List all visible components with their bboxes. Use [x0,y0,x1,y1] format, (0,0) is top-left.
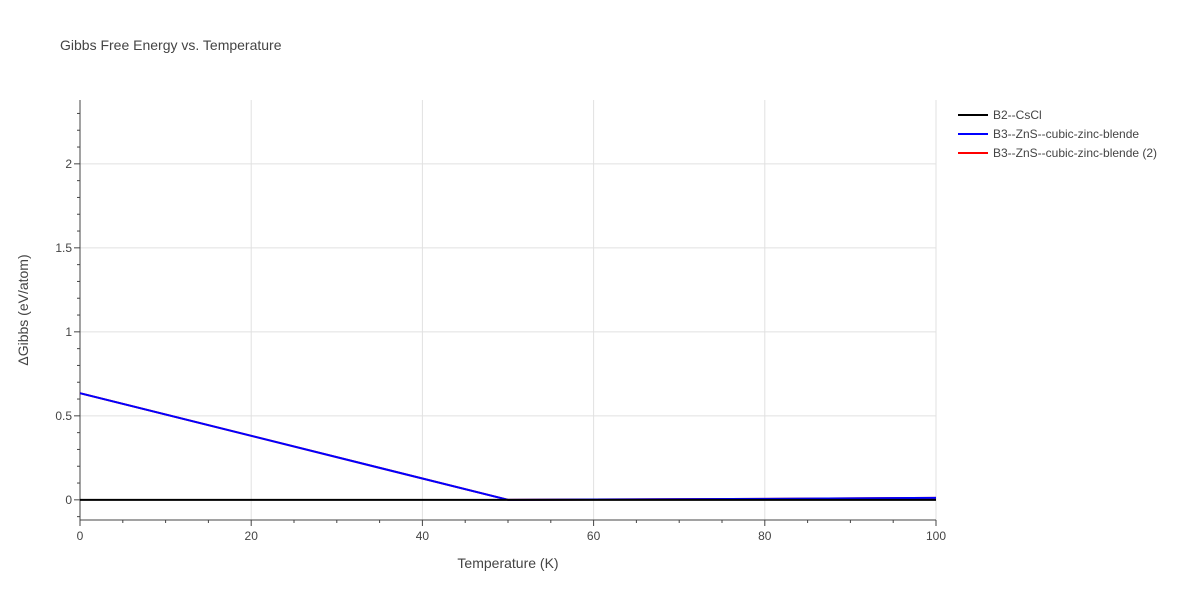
x-tick-label: 80 [758,529,772,543]
x-tick-label: 40 [416,529,430,543]
legend-item[interactable]: B3--ZnS--cubic-zinc-blende [958,127,1139,141]
x-tick-label: 60 [587,529,601,543]
y-axis-title: ΔGibbs (eV/atom) [15,254,31,365]
chart-title: Gibbs Free Energy vs. Temperature [60,37,282,53]
y-tick-label: 0.5 [55,409,72,423]
x-axis-title: Temperature (K) [457,555,558,571]
axes: 0 20 40 60 80 100 0 0.5 1 1.5 2 [55,100,946,543]
legend-item[interactable]: B3--ZnS--cubic-zinc-blende (2) [958,146,1157,160]
legend-label: B3--ZnS--cubic-zinc-blende (2) [993,146,1157,160]
x-tick-label: 20 [245,529,259,543]
y-tick-label: 1 [65,325,72,339]
y-tick-label: 0 [65,493,72,507]
legend-label: B2--CsCl [993,108,1042,122]
legend-item[interactable]: B2--CsCl [958,108,1042,122]
legend[interactable]: B2--CsCl B3--ZnS--cubic-zinc-blende B3--Zn… [958,108,1157,160]
plot-area [79,392,937,501]
series-line-2 [79,392,937,501]
x-tick-label: 100 [926,529,946,543]
grid [80,100,937,520]
legend-label: B3--ZnS--cubic-zinc-blende [993,127,1139,141]
y-tick-label: 1.5 [55,241,72,255]
x-tick-label: 0 [77,529,84,543]
series-line-1 [79,392,937,501]
y-tick-label: 2 [65,157,72,171]
